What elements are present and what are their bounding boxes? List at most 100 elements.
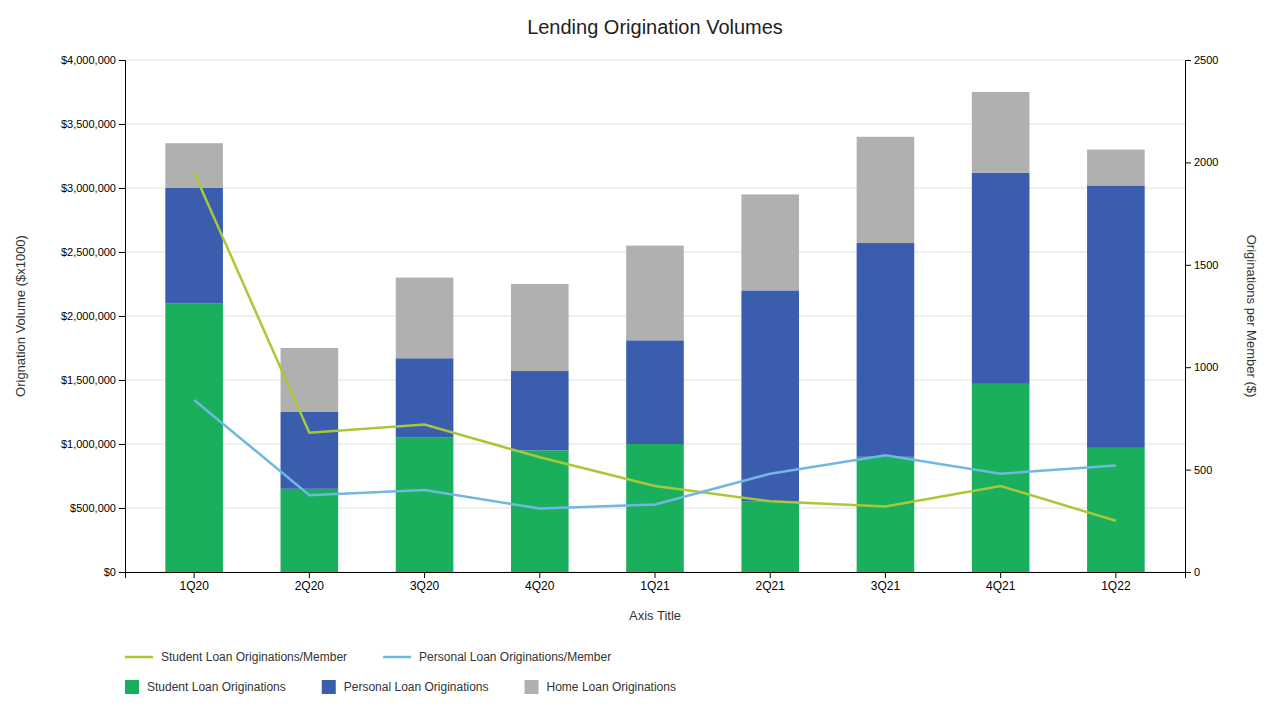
chart: 1Q202Q203Q204Q201Q212Q213Q214Q211Q22$0$5…: [0, 0, 1280, 717]
y2-tick-mark: [1185, 60, 1191, 61]
bar: [626, 246, 684, 341]
y2-tick-label: 2500: [1194, 54, 1218, 66]
y2-tick-label: 1500: [1194, 259, 1218, 271]
y-tick-label: $2,500,000: [61, 246, 116, 258]
bar-series: [165, 92, 1144, 412]
bar: [741, 502, 799, 572]
y2-tick-mark: [1185, 470, 1191, 471]
x-tick: 2Q21: [756, 572, 786, 593]
x-axis-line: [126, 573, 1186, 579]
y-tick-label: $4,000,000: [61, 54, 116, 66]
x-tick-label: 3Q20: [410, 579, 440, 593]
x-tick-mark: [309, 572, 310, 578]
y-tick-label: $3,500,000: [61, 118, 116, 130]
grid-line: [125, 60, 1185, 61]
y-tick-label: $500,000: [70, 502, 116, 514]
bar: [165, 143, 223, 188]
y-tick: $1,500,000: [61, 374, 125, 386]
y2-tick-label: 1000: [1194, 361, 1218, 373]
y-axis-line: [119, 61, 126, 573]
y-tick: $3,000,000: [61, 182, 125, 194]
y2-tick: 1500: [1185, 259, 1218, 271]
y2-tick: 2500: [1185, 54, 1218, 66]
x-tick: 3Q21: [871, 572, 901, 593]
legend-label: Student Loan Originations: [147, 680, 286, 694]
legend-item: Personal Loan Originations: [322, 680, 489, 694]
y-tick-mark: [119, 188, 125, 189]
x-tick-label: 1Q22: [1101, 579, 1131, 593]
plot-area: 1Q202Q203Q204Q201Q212Q213Q214Q211Q22$0$5…: [13, 54, 1259, 623]
y2-tick-label: 500: [1194, 464, 1212, 476]
legend-item: Student Loan Originations: [125, 680, 286, 694]
y-tick: $2,500,000: [61, 246, 125, 258]
bar: [626, 340, 684, 444]
x-tick-label: 4Q20: [525, 579, 555, 593]
x-tick-label: 4Q21: [986, 579, 1016, 593]
y-tick-mark: [119, 508, 125, 509]
y2-axis-title: Originations per Member ($): [1244, 235, 1259, 398]
bar: [396, 278, 454, 359]
bar: [511, 371, 569, 450]
bar: [1087, 185, 1145, 447]
x-tick-mark: [1115, 572, 1116, 578]
bar: [626, 444, 684, 572]
line: [194, 400, 1116, 509]
y-tick-label: $1,500,000: [61, 374, 116, 386]
x-tick-mark: [885, 572, 886, 578]
bar: [396, 438, 454, 572]
x-tick-label: 3Q21: [871, 579, 901, 593]
bar: [857, 243, 915, 457]
bar: [281, 348, 339, 412]
x-tick-mark: [655, 572, 656, 578]
y2-axis: 0 500 1000 1500 2000 2500: [1185, 54, 1218, 578]
x-axis: 1Q202Q203Q204Q201Q212Q213Q214Q211Q22: [126, 572, 1186, 593]
x-tick-mark: [194, 572, 195, 578]
y2-tick: 2000: [1185, 156, 1218, 168]
bar: [857, 137, 915, 243]
y2-tick-mark: [1185, 367, 1191, 368]
x-tick: 3Q20: [410, 572, 440, 593]
legend-swatch: [322, 680, 336, 694]
x-tick-label: 1Q21: [640, 579, 670, 593]
bar: [972, 92, 1030, 173]
y2-tick-label: 2000: [1194, 156, 1218, 168]
y-tick-label: $3,000,000: [61, 182, 116, 194]
x-tick-mark: [1000, 572, 1001, 578]
bar: [857, 457, 915, 572]
y-tick: $3,500,000: [61, 118, 125, 130]
legend-swatch: [525, 680, 539, 694]
y-tick-mark: [119, 444, 125, 445]
y-tick: $1,000,000: [61, 438, 125, 450]
y-tick-mark: [119, 252, 125, 253]
x-tick: 4Q20: [525, 572, 555, 593]
grid: [125, 60, 1185, 572]
y-axis-title: Orignation Volume ($x1000): [13, 235, 28, 397]
y-tick: $4,000,000: [61, 54, 125, 66]
x-tick-mark: [424, 572, 425, 578]
legend-label: Home Loan Originations: [547, 680, 676, 694]
y-tick: $0: [104, 566, 125, 578]
y-tick: $500,000: [70, 502, 125, 514]
y-tick: $2,000,000: [61, 310, 125, 322]
legend-label: Personal Loan Originations/Member: [419, 650, 611, 664]
x-tick-mark: [539, 572, 540, 578]
y2-tick-mark: [1185, 265, 1191, 266]
y2-tick-label: 0: [1194, 566, 1200, 578]
y2-tick: 1000: [1185, 361, 1218, 373]
y-tick-mark: [119, 60, 125, 61]
x-tick: 4Q21: [986, 572, 1016, 593]
y-tick-label: $1,000,000: [61, 438, 116, 450]
x-tick-label: 2Q21: [756, 579, 786, 593]
y2-tick: 0: [1185, 566, 1200, 578]
y-tick-mark: [119, 572, 125, 573]
y-tick-label: $2,000,000: [61, 310, 116, 322]
y2-tick-mark: [1185, 572, 1191, 573]
bar: [972, 384, 1030, 572]
legend-item: Personal Loan Originations/Member: [383, 650, 611, 664]
bar: [511, 284, 569, 371]
legend-swatch: [383, 656, 411, 659]
y-tick-mark: [119, 380, 125, 381]
y-tick-mark: [119, 124, 125, 125]
bar: [511, 450, 569, 572]
x-tick: 2Q20: [295, 572, 325, 593]
